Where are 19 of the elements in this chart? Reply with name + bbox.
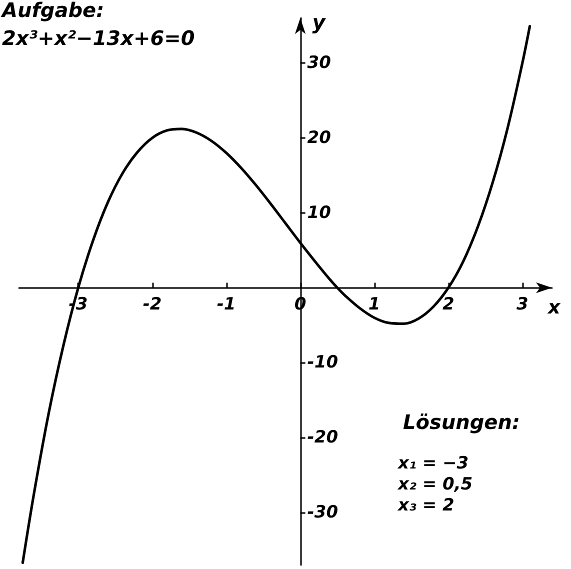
annotation: x₁ = −3 (397, 454, 469, 474)
x-tick-label: -2 (142, 294, 162, 314)
x-axis-title: x (547, 296, 561, 318)
annotation: x₂ = 0,5 (397, 474, 473, 494)
y-tick-label: -10 (307, 352, 338, 373)
chart-title: Aufgabe: (0, 0, 104, 22)
y-tick-label: -20 (307, 428, 338, 448)
x-tick-label: 3 (516, 294, 528, 314)
x-tick-label: 1 (368, 294, 380, 314)
y-tick-label: 10 (307, 202, 332, 223)
annotation: x₃ = 2 (397, 496, 454, 516)
x-tick-label: 2 (442, 294, 454, 314)
x-tick-label: -1 (216, 294, 236, 314)
y-tick-label: 20 (307, 128, 332, 148)
y-tick-label: -30 (307, 502, 338, 523)
annotation: Lösungen: (403, 410, 520, 434)
y-tick-label: 30 (307, 52, 332, 73)
y-axis-title: y (312, 10, 326, 34)
chart-subtitle: 2x³+x²−13x+6=0 (2, 26, 195, 50)
